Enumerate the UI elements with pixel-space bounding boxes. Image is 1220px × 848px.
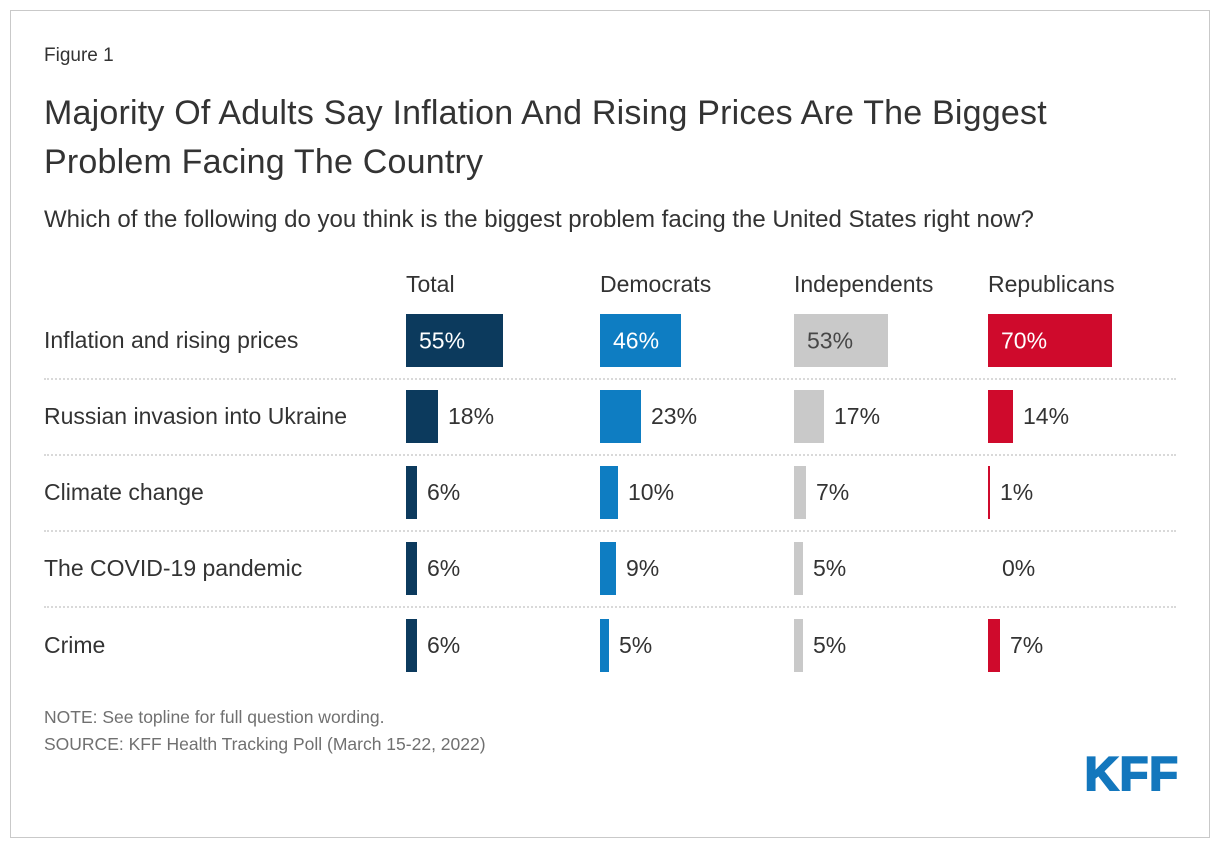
value-label: 55%	[419, 327, 466, 354]
bar-cell-total: 18%	[406, 390, 600, 444]
value-label: 5%	[619, 632, 653, 659]
bar	[406, 542, 417, 596]
table-row: Crime 6% 5% 5% 7%	[44, 608, 1176, 684]
bar-cell-independents: 53%	[794, 314, 988, 368]
bar-cell-independents: 5%	[794, 542, 988, 596]
bar	[794, 542, 803, 596]
bar	[794, 314, 888, 368]
column-header-total: Total	[406, 270, 455, 297]
bar-cell-democrats: 9%	[600, 542, 794, 596]
value-label: 5%	[813, 555, 847, 582]
value-label: 1%	[1000, 479, 1034, 506]
bar-cell-democrats: 10%	[600, 466, 794, 520]
bar	[406, 619, 417, 673]
value-label: 53%	[807, 327, 854, 354]
row-label: Russian invasion into Ukraine	[44, 403, 347, 430]
value-label: 14%	[1023, 403, 1070, 430]
bar-cell-independents: 7%	[794, 466, 988, 520]
bar	[988, 390, 1013, 444]
figure-frame: Figure 1 Majority Of Adults Say Inflatio…	[10, 10, 1210, 838]
column-header-democrats: Democrats	[600, 270, 712, 297]
bar	[794, 466, 806, 520]
bar-cell-republicans: 0%	[988, 542, 1176, 595]
bar-cell-democrats: 23%	[600, 390, 794, 444]
column-header-republicans: Republicans	[988, 270, 1115, 297]
bar-cell-total: 6%	[406, 466, 600, 520]
bar	[406, 314, 503, 368]
row-label: Inflation and rising prices	[44, 327, 299, 354]
bar	[600, 542, 616, 596]
row-label: Crime	[44, 632, 106, 659]
bar-cell-independents: 17%	[794, 390, 988, 444]
bar	[988, 466, 990, 520]
value-label: 7%	[1010, 632, 1044, 659]
bar-cell-total: 55%	[406, 314, 600, 368]
value-label: 18%	[448, 403, 495, 430]
bar	[600, 390, 641, 444]
row-label: The COVID-19 pandemic	[44, 555, 303, 582]
chart-footer: NOTE: See topline for full question word…	[44, 704, 1176, 758]
bar	[406, 390, 438, 444]
bar	[406, 466, 417, 520]
bar-cell-democrats: 46%	[600, 314, 794, 368]
bar-cell-independents: 5%	[794, 619, 988, 673]
value-label: 46%	[613, 327, 660, 354]
bar	[988, 314, 1112, 368]
value-label: 6%	[427, 632, 461, 659]
bar-cell-total: 6%	[406, 542, 600, 596]
table-row: The COVID-19 pandemic 6% 9% 5% 0%	[44, 532, 1176, 608]
bar	[600, 466, 618, 520]
bar	[794, 390, 824, 444]
chart-subtitle: Which of the following do you think is t…	[44, 205, 1034, 233]
value-label: 6%	[427, 479, 461, 506]
bar-cell-total: 6%	[406, 619, 600, 673]
bar-cell-democrats: 5%	[600, 619, 794, 673]
value-label: 9%	[626, 555, 660, 582]
kff-logo: KFF	[1084, 746, 1179, 801]
bar-chart: Total Democrats Independents Republicans In…	[44, 264, 1176, 684]
value-label: 0%	[1002, 555, 1036, 582]
table-row: Climate change 6% 10% 7% 1%	[44, 456, 1176, 532]
column-header-independents: Independents	[794, 270, 934, 297]
bar	[988, 619, 1000, 673]
bar-cell-republicans: 70%	[988, 314, 1176, 368]
source-text: SOURCE: KFF Health Tracking Poll (March …	[44, 734, 486, 755]
value-label: 7%	[816, 479, 850, 506]
value-label: 10%	[628, 479, 675, 506]
chart-rows: Inflation and rising prices 55% 46% 53% 70% R…	[44, 304, 1176, 684]
value-label: 5%	[813, 632, 847, 659]
table-row: Russian invasion into Ukraine 18% 23% 17% 14…	[44, 380, 1176, 456]
value-label: 70%	[1001, 327, 1048, 354]
value-label: 23%	[651, 403, 698, 430]
bar	[794, 619, 803, 673]
figure-label: Figure 1	[44, 45, 114, 66]
bar-cell-republicans: 7%	[988, 619, 1176, 673]
bar-cell-republicans: 1%	[988, 466, 1176, 520]
column-headers: Total Democrats Independents Republicans	[44, 264, 1176, 304]
bar	[600, 619, 609, 673]
value-label: 17%	[834, 403, 881, 430]
note-text: NOTE: See topline for full question word…	[44, 706, 385, 727]
page-title: Majority Of Adults Say Inflation And Ris…	[44, 94, 1047, 182]
table-row: Inflation and rising prices 55% 46% 53% 70%	[44, 304, 1176, 380]
value-label: 6%	[427, 555, 461, 582]
row-label: Climate change	[44, 479, 204, 506]
bar	[600, 314, 681, 368]
bar-cell-republicans: 14%	[988, 390, 1176, 444]
